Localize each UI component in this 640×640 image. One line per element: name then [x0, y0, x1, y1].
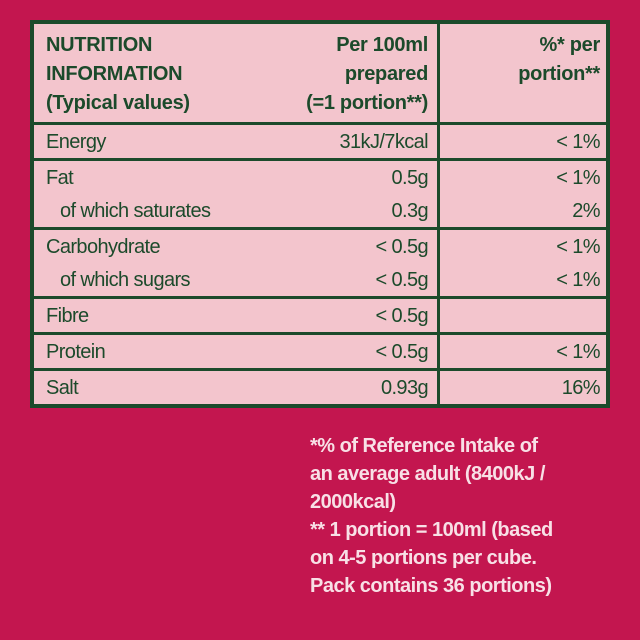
percent-value: < 1% — [556, 131, 600, 153]
row-divider — [34, 158, 606, 161]
header-per-100ml: prepared — [344, 63, 428, 85]
percent-value: < 1% — [556, 341, 600, 363]
header-per-100ml: Per 100ml — [336, 34, 428, 56]
row-divider — [34, 122, 606, 125]
header-label: INFORMATION — [46, 63, 183, 85]
per-100ml-value: < 0.5g — [375, 341, 428, 363]
header-label: (Typical values) — [46, 92, 190, 114]
footnote: on 4-5 portions per cube. — [310, 547, 537, 569]
nutrient-name: of which saturates — [60, 200, 211, 222]
per-100ml-value: < 0.5g — [375, 236, 428, 258]
per-100ml-value: < 0.5g — [375, 305, 428, 327]
header-per-100ml: (=1 portion**) — [306, 92, 428, 114]
row-divider — [34, 368, 606, 371]
nutrient-name: Carbohydrate — [46, 236, 161, 258]
nutrient-name: of which sugars — [60, 269, 191, 291]
per-100ml-value: 0.3g — [391, 200, 428, 222]
nutrient-name: Protein — [46, 341, 106, 363]
footnote: Pack contains 36 portions) — [310, 575, 552, 597]
per-100ml-value: < 0.5g — [375, 269, 428, 291]
per-100ml-value: 31kJ/7kcal — [339, 131, 429, 153]
column-divider — [437, 24, 440, 404]
row-divider — [34, 227, 606, 230]
footnote: *% of Reference Intake of — [310, 435, 538, 457]
row-divider — [34, 332, 606, 335]
nutrient-name: Salt — [46, 377, 79, 399]
row-divider — [34, 296, 606, 299]
percent-value: < 1% — [556, 269, 600, 291]
footnote: ** 1 portion = 100ml (based — [310, 519, 553, 541]
nutrient-name: Fibre — [46, 305, 89, 327]
nutrition-table: NUTRITION INFORMATION (Typical values) Per … — [30, 20, 610, 408]
percent-value: < 1% — [556, 167, 600, 189]
percent-value: < 1% — [556, 236, 600, 258]
percent-value: 2% — [572, 200, 600, 222]
footnote: 2000kcal) — [310, 491, 396, 513]
per-100ml-value: 0.93g — [380, 377, 429, 399]
header-label: NUTRITION — [46, 34, 153, 56]
percent-value: 16% — [561, 377, 601, 399]
footnote: an average adult (8400kJ / — [310, 463, 545, 485]
header-percent: portion** — [518, 63, 600, 85]
per-100ml-value: 0.5g — [391, 167, 428, 189]
nutrient-name: Fat — [46, 167, 74, 189]
nutrient-name: Energy — [46, 131, 106, 153]
header-percent: %* per — [539, 34, 601, 56]
